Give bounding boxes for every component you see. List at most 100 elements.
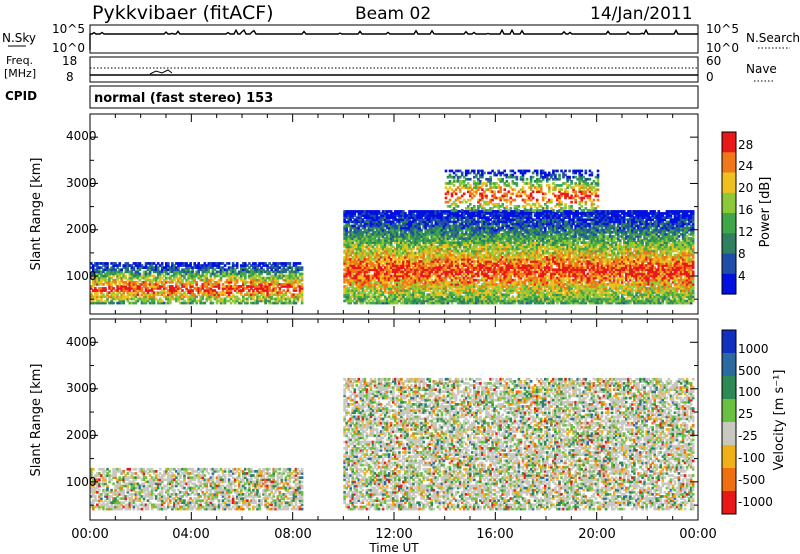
power-cell (270, 301, 273, 305)
power-cell (351, 241, 354, 244)
power-cell (369, 239, 373, 242)
power-cell (254, 287, 257, 290)
power-cell (359, 251, 363, 255)
power-cell (181, 285, 184, 288)
power-cell (195, 274, 198, 278)
power-cell (369, 251, 373, 255)
power-cell (110, 299, 113, 303)
power-cell (367, 291, 371, 294)
power-cell (353, 295, 357, 299)
power-cell (371, 293, 375, 297)
power-cell (102, 293, 105, 297)
power-cell (94, 278, 97, 282)
power-cell (252, 274, 255, 278)
power-cell (345, 214, 348, 217)
power-cell (369, 287, 373, 290)
power-cell (185, 266, 188, 269)
power-cell (114, 289, 117, 292)
freq-label-1: Freq. (6, 54, 33, 67)
power-cell (361, 299, 365, 303)
power-cell (359, 299, 363, 303)
power-cell (201, 274, 205, 278)
power-cell (92, 285, 95, 288)
power-cell (205, 283, 209, 286)
power-cell (351, 289, 354, 292)
power-cell (136, 299, 140, 303)
power-cell (130, 283, 134, 286)
power-cell (353, 262, 357, 265)
power-cell (185, 264, 188, 267)
power-cell (254, 268, 257, 272)
power-cell (258, 280, 261, 284)
power-cell (177, 287, 180, 290)
noise-sky-label: N.Sky (2, 31, 36, 45)
power-cell (262, 264, 265, 267)
power-cell (140, 280, 144, 284)
power-cell (144, 299, 148, 303)
power-cell (278, 274, 282, 278)
power-cell (355, 287, 359, 290)
power-cell (128, 276, 132, 280)
power-cell (203, 268, 207, 272)
power-cell (256, 270, 259, 274)
power-cell (260, 268, 263, 272)
power-cell (258, 297, 261, 301)
power-cell (92, 301, 95, 305)
power-cell (175, 295, 178, 299)
power-cell (256, 291, 259, 294)
power-cell (134, 295, 138, 299)
power-cell (136, 264, 140, 267)
power-cell (258, 299, 261, 303)
power-cell (183, 293, 186, 297)
power-cell (286, 266, 290, 269)
power-cell (185, 268, 188, 272)
power-cell (357, 291, 361, 294)
power-cell (152, 262, 156, 265)
power-cell (213, 283, 217, 286)
power-cell (359, 245, 363, 249)
power-cell (373, 295, 377, 299)
power-cell (351, 255, 354, 259)
power-cell (294, 301, 298, 305)
power-cell (367, 216, 371, 219)
power-cell (369, 243, 373, 247)
power-cell (227, 295, 231, 299)
power-cell (367, 222, 371, 226)
power-cell (94, 291, 97, 294)
power-cell (207, 268, 211, 272)
power-cell (363, 245, 367, 249)
power-cell (357, 239, 361, 242)
power-cell (100, 283, 103, 286)
power-cell (108, 272, 111, 276)
power-cell (262, 297, 265, 301)
power-cell (199, 285, 202, 288)
power-cell (361, 295, 365, 299)
power-cell (156, 301, 160, 305)
power-cell (357, 228, 361, 232)
power-cell (130, 278, 134, 282)
power-cell (144, 280, 148, 284)
power-cell (256, 299, 259, 303)
power-cell (294, 266, 298, 269)
power-cell (233, 280, 237, 284)
power-cell (122, 301, 125, 305)
power-cell (353, 222, 357, 226)
power-cell (345, 210, 348, 213)
power-cell (355, 283, 359, 286)
power-cell (106, 297, 109, 301)
power-cell (371, 251, 375, 255)
power-cell (138, 264, 142, 267)
power-cell (365, 272, 369, 276)
power-cell (106, 295, 109, 299)
power-cell (203, 291, 207, 294)
power-cell (361, 301, 365, 305)
power-cell (120, 295, 123, 299)
power-cell (169, 295, 172, 299)
power-cell (294, 270, 298, 274)
power-cell (256, 297, 259, 301)
power-cell (130, 264, 134, 267)
power-cell (359, 243, 363, 247)
power-cell (351, 247, 354, 251)
power-cell (359, 274, 363, 278)
power-cell (347, 230, 350, 234)
